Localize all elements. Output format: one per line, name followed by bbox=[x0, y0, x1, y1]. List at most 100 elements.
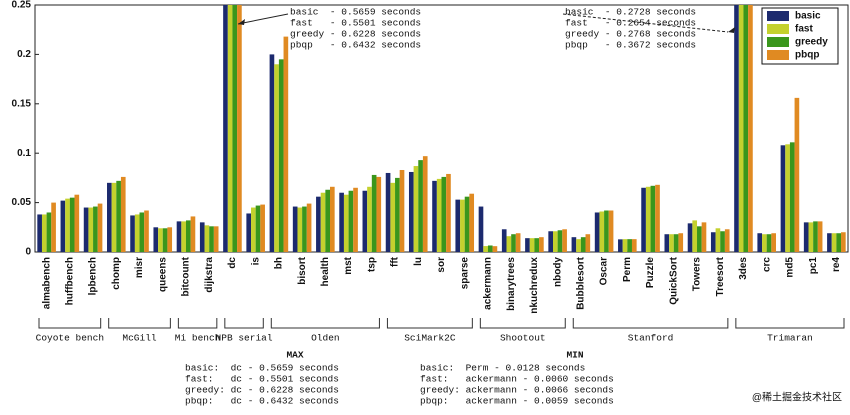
group-bracket bbox=[108, 318, 171, 329]
group-label: Stanford bbox=[628, 333, 674, 344]
bar bbox=[455, 199, 461, 252]
annotation-text: basic - 0.5659 seconds bbox=[290, 7, 421, 18]
annotation-text: fast - 0.5501 seconds bbox=[290, 18, 421, 29]
bar bbox=[780, 145, 786, 252]
watermark: @稀土掘金技术社区 bbox=[752, 391, 842, 404]
bar bbox=[715, 228, 721, 252]
bar bbox=[107, 182, 112, 252]
bar bbox=[738, 5, 744, 252]
bars bbox=[37, 5, 846, 252]
bar bbox=[446, 173, 451, 252]
bar bbox=[190, 216, 196, 252]
bar bbox=[176, 221, 182, 252]
bar bbox=[692, 220, 698, 252]
legend: basic fast greedy pbqp bbox=[761, 7, 839, 65]
annotation-text: fast - 0.2654 seconds bbox=[565, 18, 696, 29]
bar bbox=[557, 230, 563, 252]
x-tick-label: is bbox=[250, 257, 261, 266]
bar bbox=[464, 196, 470, 252]
x-tick-label: misr bbox=[134, 257, 145, 278]
group-label: McGill bbox=[122, 333, 157, 344]
group-label: Trimaran bbox=[767, 333, 813, 344]
bar bbox=[93, 206, 98, 252]
summary-line: greedy: dc - 0.6228 seconds bbox=[185, 385, 339, 396]
group-label: SciMark2C bbox=[404, 333, 456, 344]
bar bbox=[785, 144, 790, 252]
x-tick-label: Perm bbox=[622, 257, 633, 282]
x-tick-label: crc bbox=[761, 257, 772, 272]
bar bbox=[320, 192, 326, 252]
group-label: Olden bbox=[311, 333, 340, 344]
group-bracket bbox=[270, 318, 380, 329]
bar bbox=[669, 234, 674, 252]
bar bbox=[552, 231, 558, 252]
y-tick-label: 0.15 bbox=[12, 98, 32, 109]
x-tick-label: Bubblesort bbox=[576, 256, 587, 309]
bar bbox=[158, 228, 163, 252]
bar bbox=[631, 239, 637, 252]
x-tick-label: binarytrees bbox=[506, 257, 517, 311]
bar bbox=[673, 234, 679, 252]
bar bbox=[576, 239, 581, 252]
bar bbox=[306, 203, 312, 252]
y-tick-label: 0.25 bbox=[12, 0, 32, 11]
x-tick-label: dc bbox=[227, 257, 238, 269]
bar bbox=[436, 178, 442, 252]
bar bbox=[441, 176, 447, 252]
x-tick-label: almabench bbox=[41, 257, 52, 309]
summary-line: fast: dc - 0.5501 seconds bbox=[185, 374, 339, 385]
bar bbox=[362, 190, 368, 252]
group-label: NPB serial bbox=[216, 333, 273, 344]
x-tick-label: tsp bbox=[366, 257, 377, 272]
bar bbox=[116, 180, 121, 252]
x-tick-label: lpbench bbox=[88, 257, 99, 295]
bar bbox=[46, 212, 52, 252]
y-tick-label: 0.2 bbox=[17, 49, 31, 60]
x-tick-label: sor bbox=[436, 257, 447, 273]
bar bbox=[353, 187, 358, 252]
bar bbox=[701, 222, 707, 252]
bar bbox=[371, 174, 377, 252]
group-label: Coyote bench bbox=[36, 333, 104, 344]
bar bbox=[269, 54, 275, 252]
bar bbox=[367, 186, 372, 252]
bar bbox=[469, 193, 475, 252]
bar bbox=[316, 196, 321, 252]
bar bbox=[599, 211, 605, 252]
bar bbox=[580, 237, 586, 252]
x-tick-label: Treesort bbox=[715, 256, 726, 296]
bar bbox=[460, 199, 465, 252]
bar bbox=[199, 222, 205, 252]
bar bbox=[813, 221, 818, 252]
x-tick-label: bisort bbox=[297, 256, 308, 284]
summary-line: pbqp: dc - 0.6432 seconds bbox=[185, 396, 339, 407]
bar bbox=[74, 194, 80, 252]
bar bbox=[97, 203, 103, 252]
arrow-head bbox=[728, 27, 735, 33]
bar bbox=[697, 226, 702, 252]
x-tick-label: fft bbox=[390, 256, 401, 267]
bar bbox=[330, 186, 335, 252]
bar bbox=[385, 172, 391, 252]
bar bbox=[655, 184, 660, 252]
bar bbox=[213, 226, 219, 252]
bar bbox=[204, 225, 210, 252]
bar bbox=[678, 233, 684, 252]
bar bbox=[41, 214, 47, 252]
bar bbox=[246, 213, 252, 252]
summary-title: MAX bbox=[286, 350, 303, 361]
legend-label: pbqp bbox=[795, 50, 819, 61]
bar bbox=[227, 5, 233, 252]
bar bbox=[325, 189, 331, 252]
summary-line: greedy: ackermann - 0.0066 seconds bbox=[420, 385, 614, 396]
annotation-text: greedy - 0.2768 seconds bbox=[565, 29, 696, 40]
group-bracket bbox=[386, 318, 473, 329]
bar bbox=[562, 229, 567, 252]
bar bbox=[376, 176, 382, 252]
x-tick-label: chomp bbox=[111, 257, 122, 290]
bar bbox=[525, 238, 530, 252]
bar bbox=[766, 234, 772, 252]
y-tick-label: 0.05 bbox=[12, 197, 32, 208]
bar bbox=[395, 177, 400, 252]
bar bbox=[618, 239, 623, 252]
